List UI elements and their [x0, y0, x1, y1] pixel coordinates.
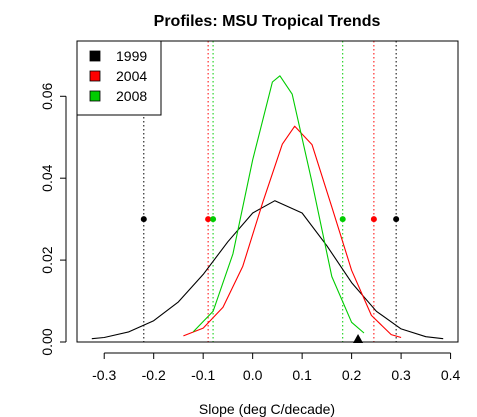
- observed-triangle-marker: [353, 334, 364, 343]
- legend-swatch-1999: [89, 50, 101, 62]
- x-tick-label: 0.2: [342, 367, 362, 383]
- plot-area: [91, 41, 444, 343]
- legend: 1999 2004 2008: [76, 40, 162, 116]
- x-tick-label: 0.3: [391, 367, 411, 383]
- legend-label-2004: 2004: [116, 68, 147, 84]
- axes: -0.3 -0.2 -0.1 0.0 0.1 0.2 0.3 0.4 0.00 0.02 0.04 0…: [39, 40, 461, 383]
- legend-swatch-2008: [89, 90, 101, 102]
- x-tick-label: 0.4: [441, 367, 461, 383]
- plot-frame: [76, 40, 459, 343]
- x-tick-label: -0.3: [92, 367, 116, 383]
- x-tick-label: -0.1: [191, 367, 215, 383]
- x-tick-label: -0.2: [142, 367, 166, 383]
- x-tick-label: 0.1: [292, 367, 312, 383]
- legend-label-1999: 1999: [116, 48, 147, 64]
- bound-marker-2004-lower: [205, 216, 212, 223]
- bound-marker-1999-lower: [140, 216, 147, 223]
- bound-marker-2008-lower: [210, 216, 217, 223]
- legend-label-2008: 2008: [116, 88, 147, 104]
- x-tick-label: 0.0: [243, 367, 263, 383]
- y-tick-label: 0.04: [39, 164, 55, 191]
- bound-marker-1999-upper: [393, 216, 400, 223]
- bound-marker-2004-upper: [370, 216, 377, 223]
- bound-marker-2008-upper: [339, 216, 346, 223]
- legend-swatch-2004: [89, 70, 101, 82]
- x-axis-label: Slope (deg C/decade): [199, 401, 335, 417]
- series-line-2008: [192, 75, 365, 334]
- series-line-1999: [91, 200, 444, 340]
- y-tick-label: 0.06: [39, 82, 55, 109]
- y-tick-label: 0.00: [39, 328, 55, 355]
- y-tick-label: 0.02: [39, 246, 55, 273]
- chart-title: Profiles: MSU Tropical Trends: [154, 13, 381, 30]
- series-line-2004: [183, 125, 402, 339]
